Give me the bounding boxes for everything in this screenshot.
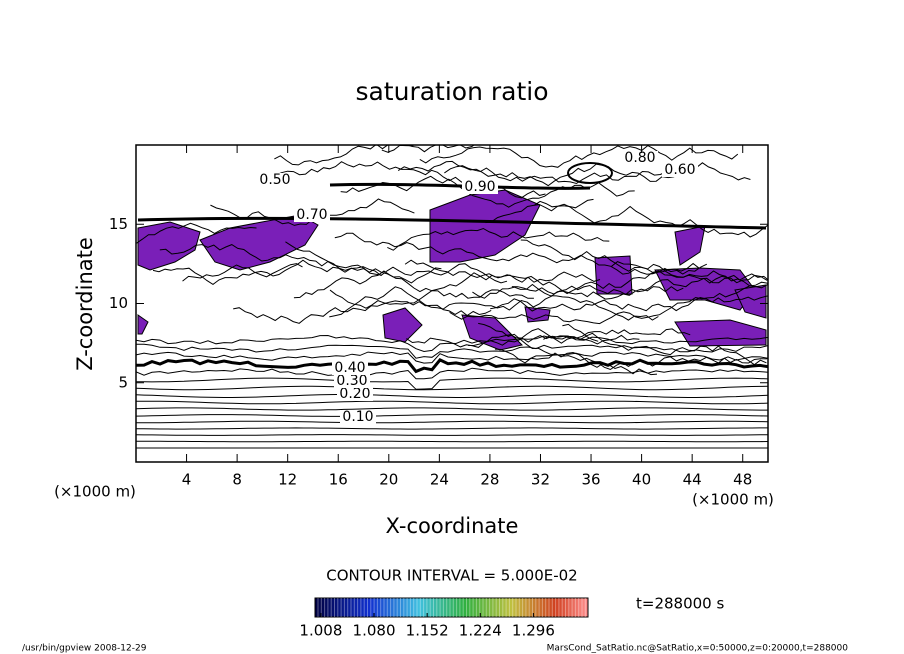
contour-line <box>137 216 767 230</box>
x-tick-label: 4 <box>182 471 192 489</box>
supersaturated-region <box>524 306 551 323</box>
contour-label-bg <box>662 163 698 177</box>
contour-label: 0.80 <box>624 150 655 166</box>
contour-label: 0.20 <box>339 386 370 402</box>
x-tick-label: 48 <box>733 471 752 489</box>
contour-label-bg <box>622 151 658 165</box>
contour-line <box>419 145 739 168</box>
footer-left: /usr/bin/gpview 2008-12-29 <box>22 644 147 654</box>
contour-line <box>136 367 768 380</box>
x-unit: (×1000 m) <box>692 491 774 509</box>
colorbar-tick-label: 1.080 <box>353 622 396 640</box>
chart-title: saturation ratio <box>355 77 548 106</box>
contour-label-bg <box>334 374 370 388</box>
x-tick-label: 36 <box>581 471 600 489</box>
contour-line <box>406 337 768 371</box>
contour-line <box>543 334 640 345</box>
contour-line <box>490 295 768 312</box>
contour-label-bg <box>257 173 293 187</box>
contour-line <box>472 283 659 321</box>
contour-label: 0.90 <box>464 179 495 195</box>
supersaturated-region <box>137 314 149 335</box>
contour-line <box>136 407 768 411</box>
colorbar <box>314 597 589 618</box>
time-label: t=288000 s <box>636 595 724 613</box>
contour-line <box>152 259 508 286</box>
x-tick-label: 40 <box>632 471 651 489</box>
x-axis-label: X-coordinate <box>386 514 519 538</box>
y-tick-label: 15 <box>109 215 128 233</box>
contour-line <box>136 394 768 398</box>
x-tick-label: 20 <box>379 471 398 489</box>
contour-line <box>136 427 768 430</box>
supersaturated-region <box>199 214 319 271</box>
footer-right: MarsCond_SatRatio.nc@SatRatio,x=0:50000,… <box>547 644 849 654</box>
y-unit: (×1000 m) <box>54 483 136 501</box>
contour-label-bg <box>332 361 368 375</box>
contour-line <box>485 198 594 224</box>
x-tick-label: 8 <box>232 471 242 489</box>
contour-line <box>136 414 768 417</box>
contour-line <box>136 358 768 374</box>
contour-label: 0.70 <box>296 207 327 223</box>
contour-line <box>562 323 767 366</box>
contour-line <box>136 420 768 424</box>
x-tick-label: 32 <box>531 471 550 489</box>
contour-label-bg <box>340 410 376 424</box>
colorbar-tick-label: 1.224 <box>459 622 502 640</box>
contour-line <box>468 328 691 346</box>
y-axis-label: Z-coordinate <box>73 237 97 371</box>
contour-line <box>159 244 382 276</box>
contour-label: 0.30 <box>336 373 367 389</box>
contour-label-bg <box>337 387 373 401</box>
supersaturated-region <box>674 225 706 266</box>
colorbar-tick-label: 1.008 <box>299 622 342 640</box>
contour-line <box>387 227 610 251</box>
y-tick-label: 10 <box>109 294 128 312</box>
contour-line <box>136 400 768 405</box>
contour-line <box>136 351 768 364</box>
supersaturated-region <box>382 307 423 343</box>
supersaturated-region <box>461 314 523 351</box>
contour-line <box>136 377 768 390</box>
x-tick-label: 16 <box>329 471 348 489</box>
contour-line <box>520 239 768 284</box>
contour-interval: CONTOUR INTERVAL = 5.000E-02 <box>326 567 577 585</box>
contour-line <box>136 222 257 244</box>
contour-label-bg <box>462 180 498 194</box>
contour-line <box>136 343 768 359</box>
colorbar-tick-label: 1.152 <box>406 622 449 640</box>
contour-line <box>136 434 768 436</box>
contour-line <box>567 162 613 184</box>
contour-label: 0.10 <box>342 409 373 425</box>
plot-area: 0.10 0.200.300.40 0.50 0.60 0.70 0.80 0.90 <box>136 145 768 449</box>
x-tick-label: 24 <box>430 471 449 489</box>
contour-line <box>136 385 768 391</box>
colorbar-tick-label: 1.296 <box>512 622 555 640</box>
contour-line <box>182 263 303 282</box>
contour-label-bg <box>294 208 330 222</box>
contour-line <box>397 160 675 187</box>
x-tick-label: 44 <box>683 471 702 489</box>
contour-line <box>329 271 601 309</box>
contour-line <box>274 145 437 166</box>
contour-line <box>449 281 768 325</box>
contour-label: 0.50 <box>259 172 290 188</box>
contour-label: 0.40 <box>334 360 365 376</box>
y-tick-label: 5 <box>118 373 128 391</box>
contour-line <box>494 348 658 376</box>
x-tick-label: 12 <box>278 471 297 489</box>
contour-label: 0.60 <box>664 162 695 178</box>
contour-line <box>285 241 442 284</box>
supersaturated-region <box>137 221 201 271</box>
contour-line <box>329 286 684 318</box>
contour-line <box>533 200 768 238</box>
contour-line <box>334 232 708 275</box>
contour-line <box>293 270 534 299</box>
contour-line <box>233 300 492 324</box>
x-tick-label: 28 <box>480 471 499 489</box>
